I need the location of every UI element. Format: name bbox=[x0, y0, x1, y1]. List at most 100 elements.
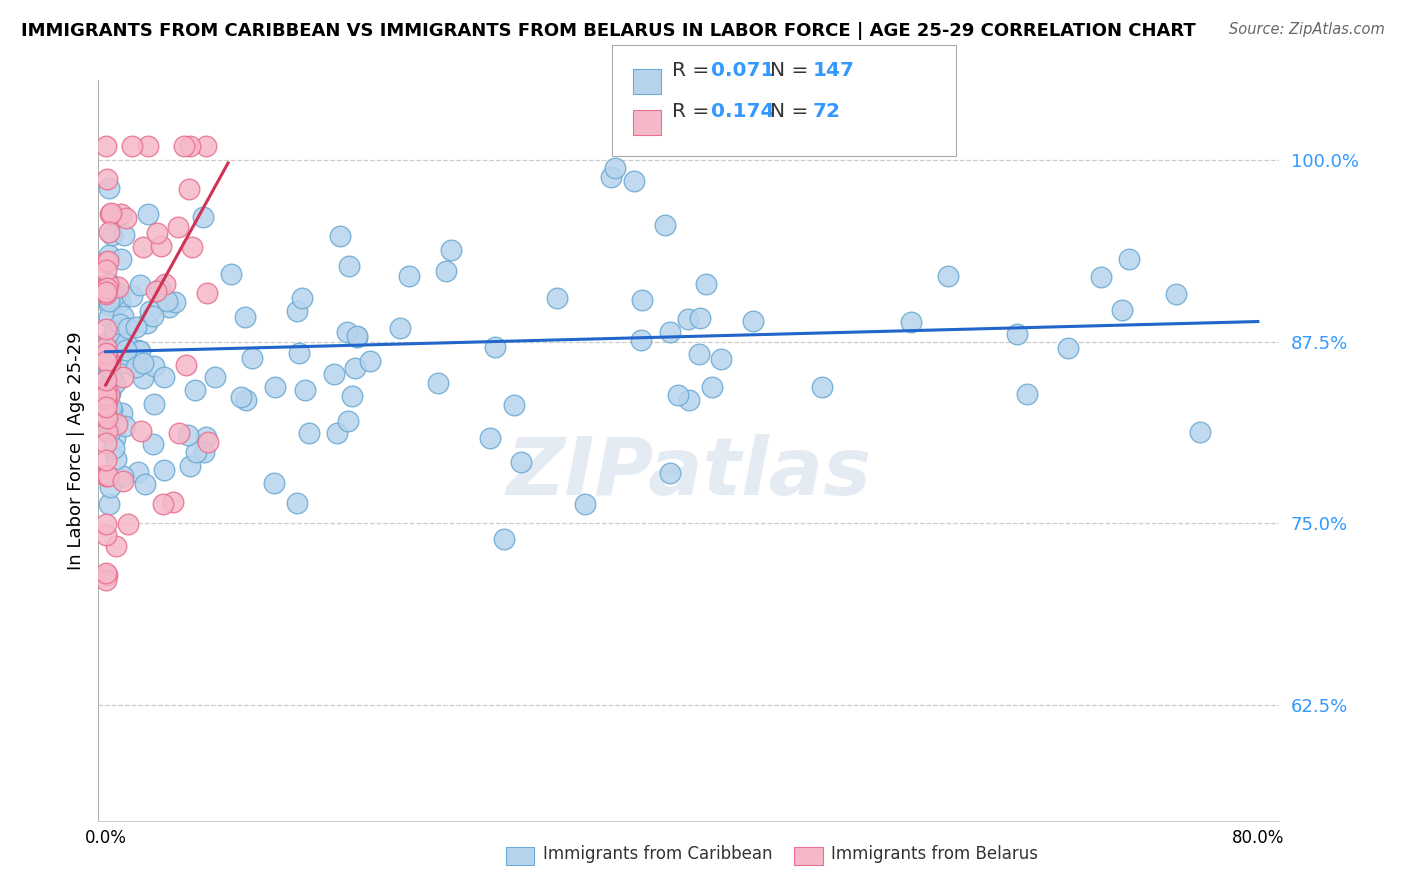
Point bbox=[111, 474, 134, 488]
Point bbox=[346, 330, 368, 344]
Point bbox=[177, 427, 200, 442]
Point bbox=[96, 468, 118, 483]
Point bbox=[229, 390, 252, 404]
Point bbox=[177, 182, 200, 196]
Point bbox=[96, 388, 118, 402]
Point bbox=[121, 288, 143, 302]
Point bbox=[659, 326, 682, 340]
Point bbox=[742, 314, 765, 328]
Point bbox=[242, 351, 264, 365]
Point bbox=[114, 418, 136, 433]
Point bbox=[173, 138, 195, 153]
Point bbox=[96, 172, 118, 186]
Point bbox=[142, 359, 165, 374]
Point bbox=[145, 227, 167, 241]
Point bbox=[287, 304, 309, 318]
Point bbox=[204, 369, 226, 384]
Point bbox=[389, 320, 412, 334]
Point bbox=[107, 279, 129, 293]
Point bbox=[115, 336, 138, 351]
Point bbox=[98, 425, 121, 440]
Point bbox=[115, 343, 138, 358]
Point bbox=[337, 259, 360, 273]
Point bbox=[103, 442, 125, 456]
Point bbox=[811, 380, 834, 394]
Point bbox=[101, 366, 124, 380]
Point bbox=[666, 388, 689, 402]
Text: N =: N = bbox=[770, 61, 815, 80]
Point bbox=[107, 286, 129, 301]
Point bbox=[97, 334, 120, 348]
Point bbox=[103, 376, 125, 390]
Text: Immigrants from Caribbean: Immigrants from Caribbean bbox=[543, 845, 772, 863]
Point bbox=[125, 320, 148, 334]
Point bbox=[156, 293, 179, 308]
Point bbox=[149, 239, 172, 253]
Point bbox=[233, 310, 256, 325]
Point bbox=[96, 382, 118, 396]
Point bbox=[1017, 387, 1039, 401]
Point bbox=[111, 406, 134, 420]
Point bbox=[478, 431, 501, 445]
Point bbox=[294, 384, 316, 398]
Text: IMMIGRANTS FROM CARIBBEAN VS IMMIGRANTS FROM BELARUS IN LABOR FORCE | AGE 25-29 : IMMIGRANTS FROM CARIBBEAN VS IMMIGRANTS … bbox=[21, 22, 1197, 40]
Point bbox=[96, 392, 118, 407]
Point bbox=[688, 347, 710, 361]
Point bbox=[110, 295, 132, 310]
Point bbox=[600, 169, 623, 184]
Point bbox=[96, 282, 118, 296]
Point bbox=[97, 399, 120, 413]
Point bbox=[108, 317, 131, 331]
Point bbox=[263, 475, 285, 490]
Text: ZIPatlas: ZIPatlas bbox=[506, 434, 872, 512]
Point bbox=[96, 410, 118, 425]
Point bbox=[128, 344, 150, 359]
Point bbox=[96, 435, 118, 450]
Point bbox=[329, 228, 352, 243]
Text: 147: 147 bbox=[813, 61, 855, 80]
Point bbox=[105, 335, 128, 350]
Point bbox=[96, 391, 118, 405]
Point bbox=[97, 291, 120, 305]
Point bbox=[98, 226, 121, 240]
Point bbox=[104, 431, 127, 445]
Point bbox=[162, 494, 184, 508]
Point bbox=[97, 385, 120, 400]
Text: R =: R = bbox=[672, 61, 716, 80]
Point bbox=[193, 445, 215, 459]
Point bbox=[97, 277, 120, 291]
Point bbox=[98, 355, 121, 369]
Point bbox=[96, 468, 118, 483]
Point bbox=[117, 517, 139, 532]
Point bbox=[101, 403, 124, 417]
Point bbox=[142, 309, 165, 323]
Point bbox=[132, 240, 155, 254]
Point bbox=[631, 293, 654, 307]
Point bbox=[264, 380, 287, 394]
Point bbox=[1111, 303, 1133, 318]
Point bbox=[97, 181, 120, 195]
Point bbox=[710, 351, 733, 366]
Point bbox=[112, 309, 135, 323]
Point bbox=[340, 389, 363, 403]
Point bbox=[114, 347, 136, 361]
Point bbox=[117, 320, 139, 334]
Point bbox=[291, 291, 314, 305]
Point bbox=[129, 424, 152, 438]
Point bbox=[153, 370, 176, 384]
Point bbox=[503, 398, 526, 412]
Point bbox=[326, 426, 349, 441]
Point bbox=[111, 469, 134, 483]
Point bbox=[97, 361, 120, 376]
Point bbox=[110, 252, 132, 267]
Point bbox=[105, 417, 128, 432]
Point bbox=[96, 262, 118, 277]
Point bbox=[179, 459, 201, 474]
Text: 72: 72 bbox=[813, 102, 841, 121]
Point bbox=[346, 328, 368, 343]
Point bbox=[96, 517, 118, 532]
Point bbox=[702, 380, 724, 394]
Point bbox=[285, 496, 308, 510]
Point bbox=[96, 400, 118, 414]
Point bbox=[219, 267, 242, 281]
